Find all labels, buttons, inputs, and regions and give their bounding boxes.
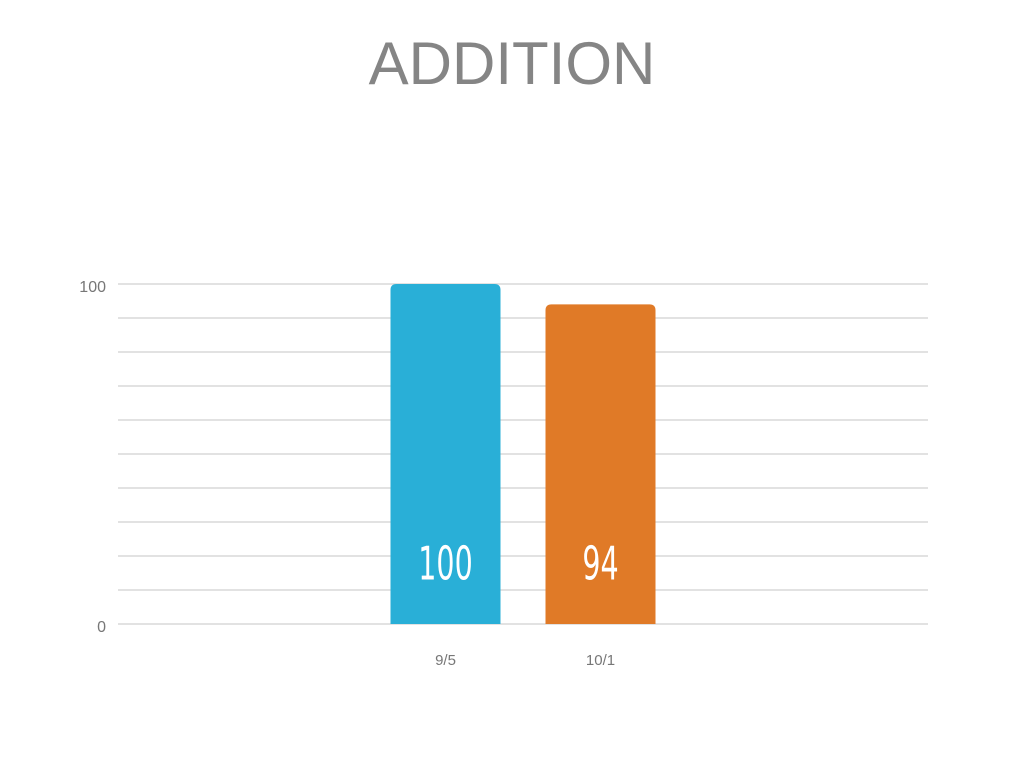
x-tick-label: 9/5: [435, 652, 456, 669]
y-tick-label: 0: [97, 619, 106, 636]
bar: [545, 304, 656, 624]
chart-title: ADDITION: [369, 30, 656, 97]
value-label: 100: [418, 538, 472, 592]
x-tick-label: 10/1: [586, 652, 615, 669]
bar: [390, 284, 501, 624]
value-label: 94: [582, 538, 618, 592]
y-tick-label: 100: [79, 279, 106, 296]
